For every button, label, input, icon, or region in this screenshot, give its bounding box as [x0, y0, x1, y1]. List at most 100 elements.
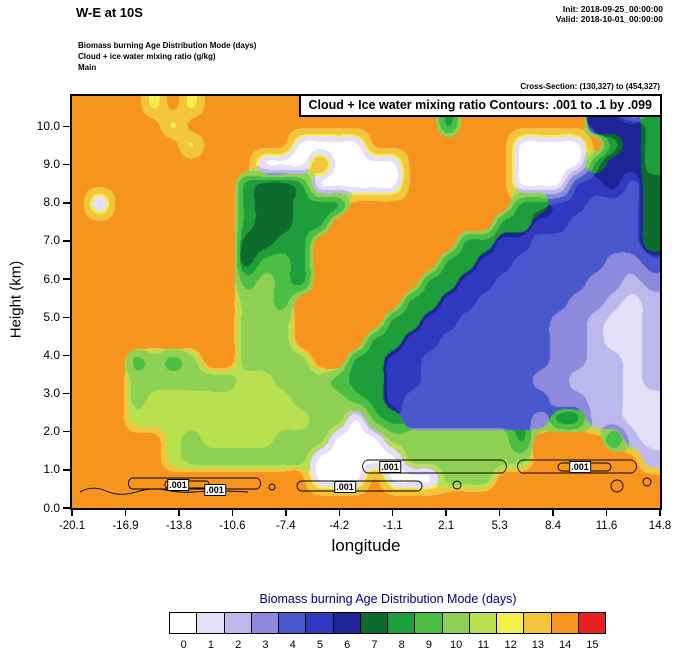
colorbar-cell: [305, 612, 334, 634]
contour-label: .001: [569, 461, 591, 473]
x-tick-label: -20.1: [58, 520, 86, 532]
y-tick-label: 3.0: [43, 386, 60, 401]
colorbar-label: 11: [477, 639, 490, 651]
colorbar-cell: [523, 612, 552, 634]
x-tick-label: -1.1: [382, 520, 403, 532]
colorbar-label: 15: [586, 639, 599, 651]
colorbar-cell: [169, 612, 198, 634]
plot-inner-title: Cloud + Ice water mixing ratio Contours:…: [298, 96, 660, 117]
colorbar-cell: [441, 612, 470, 634]
contour-line: [268, 483, 276, 491]
x-tick: [605, 510, 608, 516]
x-tick-label: 14.8: [648, 520, 672, 532]
x-tick: [285, 510, 287, 516]
x-tick-label: -10.6: [219, 520, 246, 532]
subtitle-line-1: Biomass burning Age Distribution Mode (d…: [78, 41, 257, 50]
colorbar-title: Biomass burning Age Distribution Mode (d…: [259, 592, 517, 606]
y-tick: [63, 430, 70, 433]
colorbar-label: 14: [559, 639, 572, 651]
x-tick-label: 11.6: [595, 520, 618, 532]
colorbar-label: 8: [398, 639, 405, 651]
colorbar-cell: [332, 612, 361, 634]
colorbar-cell: [387, 612, 416, 634]
y-tick-label: 8.0: [43, 195, 60, 210]
y-tick: [63, 125, 70, 128]
y-tick-label: 0.0: [43, 500, 60, 515]
subtitle-line-2: Cloud + ice water mixing ratio (g/kg): [78, 52, 216, 61]
y-tick-label: 9.0: [43, 157, 60, 172]
colorbar-cell: [550, 612, 579, 634]
y-tick: [63, 354, 70, 357]
x-tick-label: -4.2: [329, 520, 350, 532]
colorbar-label: 12: [504, 639, 517, 651]
y-tick: [63, 392, 70, 395]
contour-line: [128, 477, 261, 490]
x-tick: [445, 510, 447, 516]
x-tick: [124, 510, 127, 516]
y-tick: [63, 278, 70, 280]
x-tick-label: 5.3: [491, 520, 508, 532]
contour-lines-svg: [79, 459, 652, 495]
x-tick: [338, 510, 341, 516]
colorbar-label: 7: [371, 639, 378, 651]
colorbar-label: 2: [235, 639, 242, 651]
colorbar-label: 0: [180, 639, 187, 651]
y-tick: [63, 316, 70, 318]
y-tick: [63, 163, 70, 166]
x-tick-label: -16.9: [112, 520, 139, 532]
contour-line: [642, 477, 652, 487]
contour-label: .001: [167, 479, 189, 491]
x-tick: [231, 510, 234, 516]
y-tick-label: 10.0: [36, 119, 60, 134]
x-tick: [71, 510, 73, 516]
contour-label: .001: [204, 484, 226, 496]
y-tick: [63, 469, 70, 471]
subtitle-block: Biomass burning Age Distribution Mode (d…: [78, 40, 256, 73]
colorbar-label: 13: [531, 639, 544, 651]
contour-label: .001: [334, 481, 356, 493]
y-tick-label: 5.0: [43, 309, 60, 324]
colorbar-cell: [250, 612, 279, 634]
x-tick-label: 8.4: [545, 520, 562, 532]
contour-line: [362, 459, 507, 474]
x-tick: [178, 510, 180, 516]
y-tick: [63, 202, 70, 204]
colorbar-cell: [468, 612, 497, 634]
y-tick: [63, 240, 70, 242]
colorbar-cell: [414, 612, 443, 634]
x-tick: [552, 510, 554, 516]
init-time: Init: 2018-09-25_00:00:00: [562, 4, 663, 14]
y-axis-title: Height (km): [7, 260, 25, 339]
cross-section-label: Cross-Section: (130,327) to (454,327): [520, 82, 660, 91]
colorbar-label: 10: [450, 639, 463, 651]
x-tick-label: -7.4: [275, 520, 296, 532]
colorbar-cell: [577, 612, 606, 634]
valid-time: Valid: 2018-10-01_00:00:00: [555, 14, 663, 24]
run-metadata: Init: 2018-09-25_00:00:00 Valid: 2018-10…: [556, 4, 663, 24]
colorbar-label: 3: [262, 639, 269, 651]
colorbar-cell: [278, 612, 307, 634]
contour-line: [517, 459, 637, 474]
subtitle-line-3: Main: [78, 63, 97, 72]
y-tick-label: 1.0: [43, 462, 60, 477]
colorbar-cell: [359, 612, 388, 634]
x-tick-label: -13.8: [165, 520, 193, 532]
contour-line: [452, 480, 462, 490]
y-tick-label: 4.0: [43, 347, 60, 362]
x-tick-label: 2.1: [438, 520, 455, 532]
colorbar-label: 1: [207, 639, 214, 651]
colorbar-cell: [223, 612, 252, 634]
y-tick-label: 6.0: [43, 271, 60, 286]
x-tick: [498, 510, 501, 516]
colorbar-labels: 0 1 2 3 4 5 6 7 8 9 10 11 12 13 14 15: [170, 639, 606, 651]
x-tick: [659, 510, 661, 516]
y-tick-label: 2.0: [43, 424, 60, 439]
colorbar-label: 6: [344, 639, 351, 651]
colorbar: [169, 612, 606, 634]
colorbar-cell: [196, 612, 225, 634]
colorbar-label: 9: [425, 639, 432, 651]
x-tick: [391, 510, 394, 516]
colorbar-label: 4: [289, 639, 296, 651]
contour-line: [296, 480, 423, 492]
